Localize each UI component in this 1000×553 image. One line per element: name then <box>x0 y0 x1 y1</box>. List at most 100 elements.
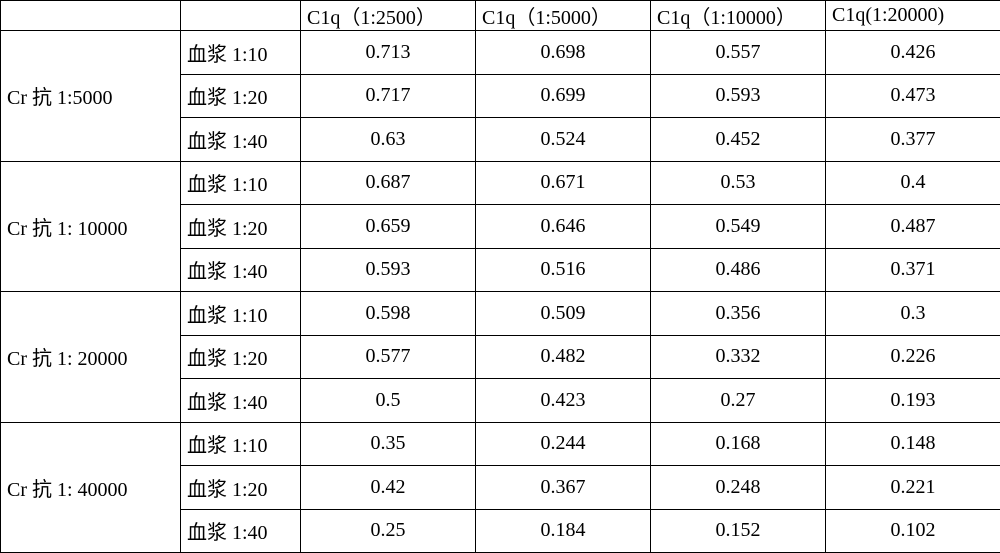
group-label-prefix: Cr 抗 <box>7 348 57 370</box>
plasma-prefix: 血浆 <box>187 522 232 544</box>
plasma-label: 血浆 1:10 <box>181 422 301 466</box>
header-blank-2 <box>181 1 301 31</box>
plasma-label: 血浆 1:20 <box>181 335 301 379</box>
cell-value: 0.356 <box>651 292 826 336</box>
plasma-label: 血浆 1:20 <box>181 466 301 510</box>
plasma-label: 血浆 1:40 <box>181 118 301 162</box>
cell-value: 0.193 <box>826 379 1000 423</box>
plasma-label: 血浆 1:40 <box>181 379 301 423</box>
cell-value: 0.5 <box>301 379 476 423</box>
cell-value: 0.509 <box>476 292 651 336</box>
table-header-row: C1q（1:2500） C1q（1:5000） C1q（1:10000） C1q… <box>1 1 1000 31</box>
cell-value: 0.646 <box>476 205 651 249</box>
cell-value: 0.671 <box>476 161 651 205</box>
cell-value: 0.659 <box>301 205 476 249</box>
cell-value: 0.371 <box>826 248 1000 292</box>
table-row: Cr 抗 1: 10000 血浆 1:10 0.687 0.671 0.53 0… <box>1 161 1000 205</box>
plasma-label: 血浆 1:10 <box>181 292 301 336</box>
cell-value: 0.699 <box>476 74 651 118</box>
header-c1q-5000: C1q（1:5000） <box>476 1 651 31</box>
cell-value: 0.168 <box>651 422 826 466</box>
plasma-label: 血浆 1:10 <box>181 161 301 205</box>
cell-value: 0.713 <box>301 31 476 75</box>
plasma-label: 血浆 1:40 <box>181 509 301 553</box>
plasma-prefix: 血浆 <box>187 261 232 283</box>
group-label-prefix: Cr 抗 <box>7 218 57 240</box>
cell-value: 0.557 <box>651 31 826 75</box>
cell-value: 0.63 <box>301 118 476 162</box>
cell-value: 0.473 <box>826 74 1000 118</box>
group-label-prefix: Cr 抗 <box>7 479 57 501</box>
plasma-ratio: 1:40 <box>232 131 268 153</box>
cell-value: 0.148 <box>826 422 1000 466</box>
plasma-ratio: 1:10 <box>232 44 268 66</box>
cell-value: 0.524 <box>476 118 651 162</box>
cell-value: 0.717 <box>301 74 476 118</box>
data-table-container: C1q（1:2500） C1q（1:5000） C1q（1:10000） C1q… <box>0 0 1000 553</box>
plasma-label: 血浆 1:10 <box>181 31 301 75</box>
data-table: C1q（1:2500） C1q（1:5000） C1q（1:10000） C1q… <box>0 0 1000 553</box>
group-label-ratio: 1:5000 <box>57 87 113 109</box>
plasma-ratio: 1:10 <box>232 435 268 457</box>
cell-value: 0.377 <box>826 118 1000 162</box>
cell-value: 0.25 <box>301 509 476 553</box>
plasma-ratio: 1:20 <box>232 87 268 109</box>
cell-value: 0.152 <box>651 509 826 553</box>
table-row: Cr 抗 1:5000 血浆 1:10 0.713 0.698 0.557 0.… <box>1 31 1000 75</box>
cell-value: 0.482 <box>476 335 651 379</box>
table-row: Cr 抗 1: 20000 血浆 1:10 0.598 0.509 0.356 … <box>1 292 1000 336</box>
row-group-label: Cr 抗 1:5000 <box>1 31 181 162</box>
plasma-prefix: 血浆 <box>187 392 232 414</box>
plasma-prefix: 血浆 <box>187 87 232 109</box>
plasma-ratio: 1:20 <box>232 348 268 370</box>
plasma-prefix: 血浆 <box>187 44 232 66</box>
group-label-ratio: 1: 10000 <box>57 218 128 240</box>
cell-value: 0.487 <box>826 205 1000 249</box>
cell-value: 0.516 <box>476 248 651 292</box>
cell-value: 0.549 <box>651 205 826 249</box>
cell-value: 0.3 <box>826 292 1000 336</box>
plasma-label: 血浆 1:20 <box>181 74 301 118</box>
plasma-prefix: 血浆 <box>187 218 232 240</box>
group-label-prefix: Cr 抗 <box>7 87 57 109</box>
cell-value: 0.593 <box>301 248 476 292</box>
cell-value: 0.53 <box>651 161 826 205</box>
header-blank-1 <box>1 1 181 31</box>
cell-value: 0.577 <box>301 335 476 379</box>
plasma-ratio: 1:40 <box>232 392 268 414</box>
row-group-label: Cr 抗 1: 10000 <box>1 161 181 292</box>
plasma-prefix: 血浆 <box>187 131 232 153</box>
plasma-ratio: 1:40 <box>232 522 268 544</box>
plasma-label: 血浆 1:40 <box>181 248 301 292</box>
cell-value: 0.226 <box>826 335 1000 379</box>
group-label-ratio: 1: 20000 <box>57 348 128 370</box>
cell-value: 0.452 <box>651 118 826 162</box>
header-c1q-10000: C1q（1:10000） <box>651 1 826 31</box>
cell-value: 0.27 <box>651 379 826 423</box>
cell-value: 0.423 <box>476 379 651 423</box>
cell-value: 0.184 <box>476 509 651 553</box>
cell-value: 0.486 <box>651 248 826 292</box>
plasma-label: 血浆 1:20 <box>181 205 301 249</box>
header-c1q-20000: C1q(1:20000) <box>826 1 1000 31</box>
plasma-prefix: 血浆 <box>187 348 232 370</box>
plasma-prefix: 血浆 <box>187 174 232 196</box>
plasma-prefix: 血浆 <box>187 435 232 457</box>
cell-value: 0.221 <box>826 466 1000 510</box>
cell-value: 0.426 <box>826 31 1000 75</box>
cell-value: 0.102 <box>826 509 1000 553</box>
cell-value: 0.698 <box>476 31 651 75</box>
plasma-prefix: 血浆 <box>187 305 232 327</box>
cell-value: 0.4 <box>826 161 1000 205</box>
cell-value: 0.598 <box>301 292 476 336</box>
header-c1q-2500: C1q（1:2500） <box>301 1 476 31</box>
plasma-prefix: 血浆 <box>187 479 232 501</box>
group-label-ratio: 1: 40000 <box>57 479 128 501</box>
cell-value: 0.35 <box>301 422 476 466</box>
plasma-ratio: 1:20 <box>232 479 268 501</box>
plasma-ratio: 1:20 <box>232 218 268 240</box>
cell-value: 0.248 <box>651 466 826 510</box>
cell-value: 0.687 <box>301 161 476 205</box>
table-row: Cr 抗 1: 40000 血浆 1:10 0.35 0.244 0.168 0… <box>1 422 1000 466</box>
row-group-label: Cr 抗 1: 40000 <box>1 422 181 553</box>
